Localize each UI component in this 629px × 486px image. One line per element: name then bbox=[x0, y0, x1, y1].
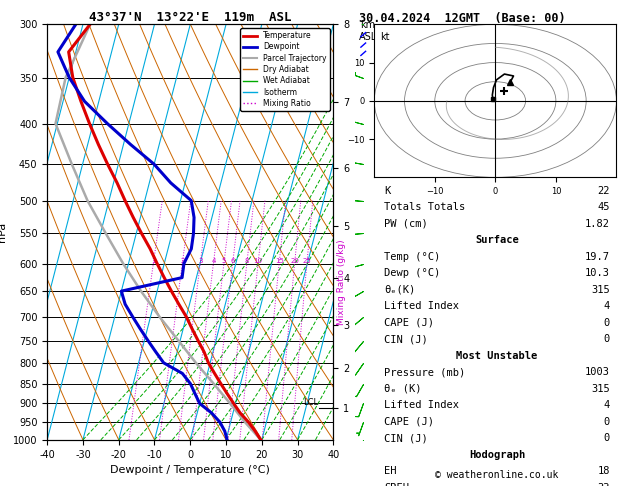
Text: 315: 315 bbox=[591, 384, 610, 394]
Text: 8: 8 bbox=[245, 258, 249, 263]
Text: 20: 20 bbox=[290, 258, 299, 263]
Text: 2: 2 bbox=[180, 258, 184, 263]
Text: CAPE (J): CAPE (J) bbox=[384, 417, 434, 427]
Text: 10.3: 10.3 bbox=[585, 268, 610, 278]
Text: 30.04.2024  12GMT  (Base: 00): 30.04.2024 12GMT (Base: 00) bbox=[359, 12, 565, 25]
Legend: Temperature, Dewpoint, Parcel Trajectory, Dry Adiabat, Wet Adiabat, Isotherm, Mi: Temperature, Dewpoint, Parcel Trajectory… bbox=[240, 28, 330, 111]
Text: K: K bbox=[384, 186, 391, 195]
Text: CIN (J): CIN (J) bbox=[384, 334, 428, 344]
Text: 33: 33 bbox=[598, 483, 610, 486]
Text: Surface: Surface bbox=[475, 235, 519, 245]
Text: CIN (J): CIN (J) bbox=[384, 434, 428, 443]
Y-axis label: km
ASL: km ASL bbox=[359, 20, 377, 42]
Text: 315: 315 bbox=[591, 285, 610, 295]
Title: 43°37'N  13°22'E  119m  ASL: 43°37'N 13°22'E 119m ASL bbox=[89, 11, 291, 24]
Text: 18: 18 bbox=[598, 467, 610, 476]
Text: 5: 5 bbox=[221, 258, 226, 263]
Text: CAPE (J): CAPE (J) bbox=[384, 318, 434, 328]
Text: Lifted Index: Lifted Index bbox=[384, 301, 459, 311]
Text: kt: kt bbox=[381, 32, 390, 42]
Text: Totals Totals: Totals Totals bbox=[384, 202, 465, 212]
Text: Temp (°C): Temp (°C) bbox=[384, 252, 440, 261]
Text: EH: EH bbox=[384, 467, 396, 476]
Text: PW (cm): PW (cm) bbox=[384, 219, 428, 228]
Text: LCL: LCL bbox=[303, 398, 318, 407]
Text: θₑ (K): θₑ (K) bbox=[384, 384, 421, 394]
Text: 19.7: 19.7 bbox=[585, 252, 610, 261]
Text: SREH: SREH bbox=[384, 483, 409, 486]
Text: 4: 4 bbox=[211, 258, 216, 263]
Text: 1: 1 bbox=[151, 258, 155, 263]
Text: 4: 4 bbox=[603, 301, 610, 311]
Text: 15: 15 bbox=[275, 258, 284, 263]
Text: 6: 6 bbox=[230, 258, 235, 263]
Text: 1.82: 1.82 bbox=[585, 219, 610, 228]
Y-axis label: hPa: hPa bbox=[0, 222, 8, 242]
Text: Pressure (mb): Pressure (mb) bbox=[384, 367, 465, 377]
Text: 1003: 1003 bbox=[585, 367, 610, 377]
Text: © weatheronline.co.uk: © weatheronline.co.uk bbox=[435, 470, 559, 480]
Text: 25: 25 bbox=[303, 258, 311, 263]
Text: 0: 0 bbox=[603, 434, 610, 443]
Text: Dewp (°C): Dewp (°C) bbox=[384, 268, 440, 278]
Text: 22: 22 bbox=[598, 186, 610, 195]
Text: Most Unstable: Most Unstable bbox=[456, 351, 538, 361]
Text: 0: 0 bbox=[603, 334, 610, 344]
Text: 4: 4 bbox=[603, 400, 610, 410]
Text: 0: 0 bbox=[603, 417, 610, 427]
Text: 10: 10 bbox=[253, 258, 262, 263]
Text: 45: 45 bbox=[598, 202, 610, 212]
Text: Hodograph: Hodograph bbox=[469, 450, 525, 460]
Text: θₑ(K): θₑ(K) bbox=[384, 285, 415, 295]
Text: 0: 0 bbox=[603, 318, 610, 328]
Text: Lifted Index: Lifted Index bbox=[384, 400, 459, 410]
Text: Mixing Ratio (g/kg): Mixing Ratio (g/kg) bbox=[337, 239, 345, 325]
Text: 3: 3 bbox=[198, 258, 203, 263]
X-axis label: Dewpoint / Temperature (°C): Dewpoint / Temperature (°C) bbox=[110, 465, 270, 475]
